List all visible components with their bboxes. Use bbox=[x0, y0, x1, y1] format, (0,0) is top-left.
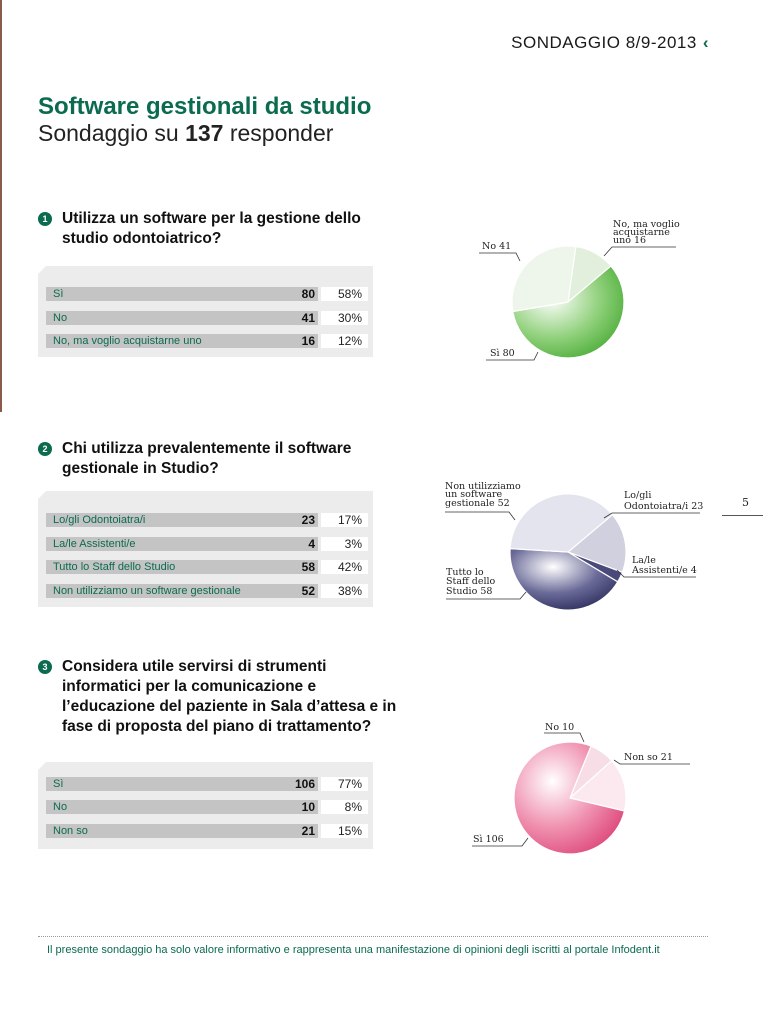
pie2-label-odontoiatra: Lo/gli Odontoiatra/i 23 bbox=[624, 490, 703, 512]
panel-notch bbox=[38, 266, 46, 274]
pie1-slice-0 bbox=[512, 265, 625, 359]
pie3-callouts: No 10 Non so 21 Sì 106 bbox=[472, 722, 690, 847]
answer-count: 16 bbox=[301, 334, 315, 348]
pie2-slice-2 bbox=[509, 547, 619, 611]
answer-label: La/le Assistenti/e bbox=[46, 537, 318, 551]
results-table-1: Sì 80 58% No 41 30% No, ma voglio acquis… bbox=[38, 266, 373, 357]
answer-count: 52 bbox=[301, 584, 315, 598]
answer-count: 23 bbox=[301, 513, 315, 527]
page-number-rule bbox=[722, 515, 763, 516]
answer-label: Lo/gli Odontoiatra/i bbox=[46, 513, 318, 527]
table-row: La/le Assistenti/e 4 3% bbox=[46, 537, 368, 551]
question-text: Utilizza un software per la gestione del… bbox=[62, 210, 361, 247]
answer-count: 58 bbox=[301, 560, 315, 574]
table-row: Sì 80 58% bbox=[46, 287, 368, 301]
pie3-label-no: No 10 bbox=[545, 722, 574, 733]
answer-count: 4 bbox=[308, 537, 315, 551]
question-number-badge: 3 bbox=[38, 660, 52, 674]
pie3-label-non-so: Non so 21 bbox=[624, 752, 673, 763]
question-2: 2 Chi utilizza prevalentemente il softwa… bbox=[38, 439, 398, 479]
page-subtitle: Sondaggio su 137 responder bbox=[38, 120, 333, 147]
footer-divider bbox=[38, 936, 708, 937]
pie1-label-no-ma-voglio: No, ma voglio acquistarne uno 16 bbox=[613, 219, 680, 246]
answer-percent: 3% bbox=[321, 537, 368, 551]
pie1-label-no: No 41 bbox=[482, 241, 511, 252]
answer-label: Sì bbox=[46, 777, 318, 791]
footer-disclaimer: Il presente sondaggio ha solo valore inf… bbox=[47, 944, 660, 956]
answer-percent: 15% bbox=[321, 824, 368, 838]
answer-label: No bbox=[46, 311, 318, 325]
question-number-badge: 1 bbox=[38, 212, 52, 226]
subtitle-suffix: responder bbox=[229, 120, 334, 146]
table-row: Sì 106 77% bbox=[46, 777, 368, 791]
respondent-count: 137 bbox=[185, 120, 224, 146]
results-table-2: Lo/gli Odontoiatra/i 23 17% La/le Assist… bbox=[38, 491, 373, 607]
answer-percent: 30% bbox=[321, 311, 368, 325]
answer-percent: 42% bbox=[321, 560, 368, 574]
answer-percent: 8% bbox=[321, 800, 368, 814]
panel-notch bbox=[38, 491, 46, 499]
pie3-label-si: Sì 106 bbox=[473, 834, 504, 845]
pie1-callouts: No 41 No, ma voglio acquistarne uno 16 Sì … bbox=[479, 219, 680, 361]
table-row: No 41 30% bbox=[46, 311, 368, 325]
pie3-slice-0 bbox=[513, 741, 626, 855]
question-text: Chi utilizza prevalentemente il software… bbox=[62, 440, 352, 477]
answer-count: 80 bbox=[301, 287, 315, 301]
table-row: No 10 8% bbox=[46, 800, 368, 814]
question-1: 1 Utilizza un software per la gestione d… bbox=[38, 209, 398, 249]
answer-percent: 77% bbox=[321, 777, 368, 791]
table-row: Tutto lo Staff dello Studio 58 42% bbox=[46, 560, 368, 574]
answer-count: 10 bbox=[301, 800, 315, 814]
answer-label: No bbox=[46, 800, 318, 814]
answer-percent: 38% bbox=[321, 584, 368, 598]
answer-label: Non utilizziamo un software gestionale bbox=[46, 584, 318, 598]
pie1-slice-1 bbox=[511, 245, 577, 313]
table-row: Non utilizziamo un software gestionale 5… bbox=[46, 584, 368, 598]
answer-label: Sì bbox=[46, 287, 318, 301]
pie2-slice-3 bbox=[509, 493, 614, 553]
answer-count: 106 bbox=[294, 777, 315, 791]
page-number: 5 bbox=[742, 496, 749, 509]
pie2-label-tutto-lo-staff: Tutto lo Staff dello Studio 58 bbox=[446, 567, 496, 597]
panel-notch bbox=[38, 762, 46, 770]
chevron-left-icon[interactable]: ‹ bbox=[702, 33, 709, 52]
answer-label: Tutto lo Staff dello Studio bbox=[46, 560, 318, 574]
subtitle-prefix: Sondaggio su bbox=[38, 120, 179, 146]
pie1-label-si: Sì 80 bbox=[490, 348, 515, 359]
pie2-label-non-utilizziamo: Non utilizziamo un software gestionale 52 bbox=[445, 481, 521, 509]
header-label: SONDAGGIO 8/9-2013 bbox=[511, 33, 697, 52]
table-row: Non so 21 15% bbox=[46, 824, 368, 838]
table-row: Lo/gli Odontoiatra/i 23 17% bbox=[46, 513, 368, 527]
answer-label: No, ma voglio acquistarne uno bbox=[46, 334, 318, 348]
pie-chart-2 bbox=[509, 493, 627, 611]
question-number-badge: 2 bbox=[38, 442, 52, 456]
answer-percent: 17% bbox=[321, 513, 368, 527]
results-table-3: Sì 106 77% No 10 8% Non so 21 15% bbox=[38, 762, 373, 849]
pie3-slice-2 bbox=[568, 759, 627, 812]
pie2-slice-0 bbox=[566, 513, 627, 574]
pie-chart-1 bbox=[511, 245, 625, 359]
question-text: Considera utile servirsi di strumenti in… bbox=[62, 658, 397, 735]
table-row: No, ma voglio acquistarne uno 16 12% bbox=[46, 334, 368, 348]
pie-chart-3 bbox=[513, 741, 627, 855]
section-header: SONDAGGIO 8/9-2013 ‹ bbox=[511, 33, 709, 53]
question-3: 3 Considera utile servirsi di strumenti … bbox=[38, 657, 398, 737]
page-title: Software gestionali da studio bbox=[38, 93, 372, 120]
answer-label: Non so bbox=[46, 824, 318, 838]
answer-count: 41 bbox=[301, 311, 315, 325]
pie2-callouts: Non utilizziamo un software gestionale 52 … bbox=[445, 481, 703, 600]
pie2-label-assistenti: La/le Assistenti/e 4 bbox=[631, 555, 697, 576]
answer-percent: 12% bbox=[321, 334, 368, 348]
answer-percent: 58% bbox=[321, 287, 368, 301]
page-edge-line bbox=[0, 0, 2, 412]
answer-count: 21 bbox=[301, 824, 315, 838]
